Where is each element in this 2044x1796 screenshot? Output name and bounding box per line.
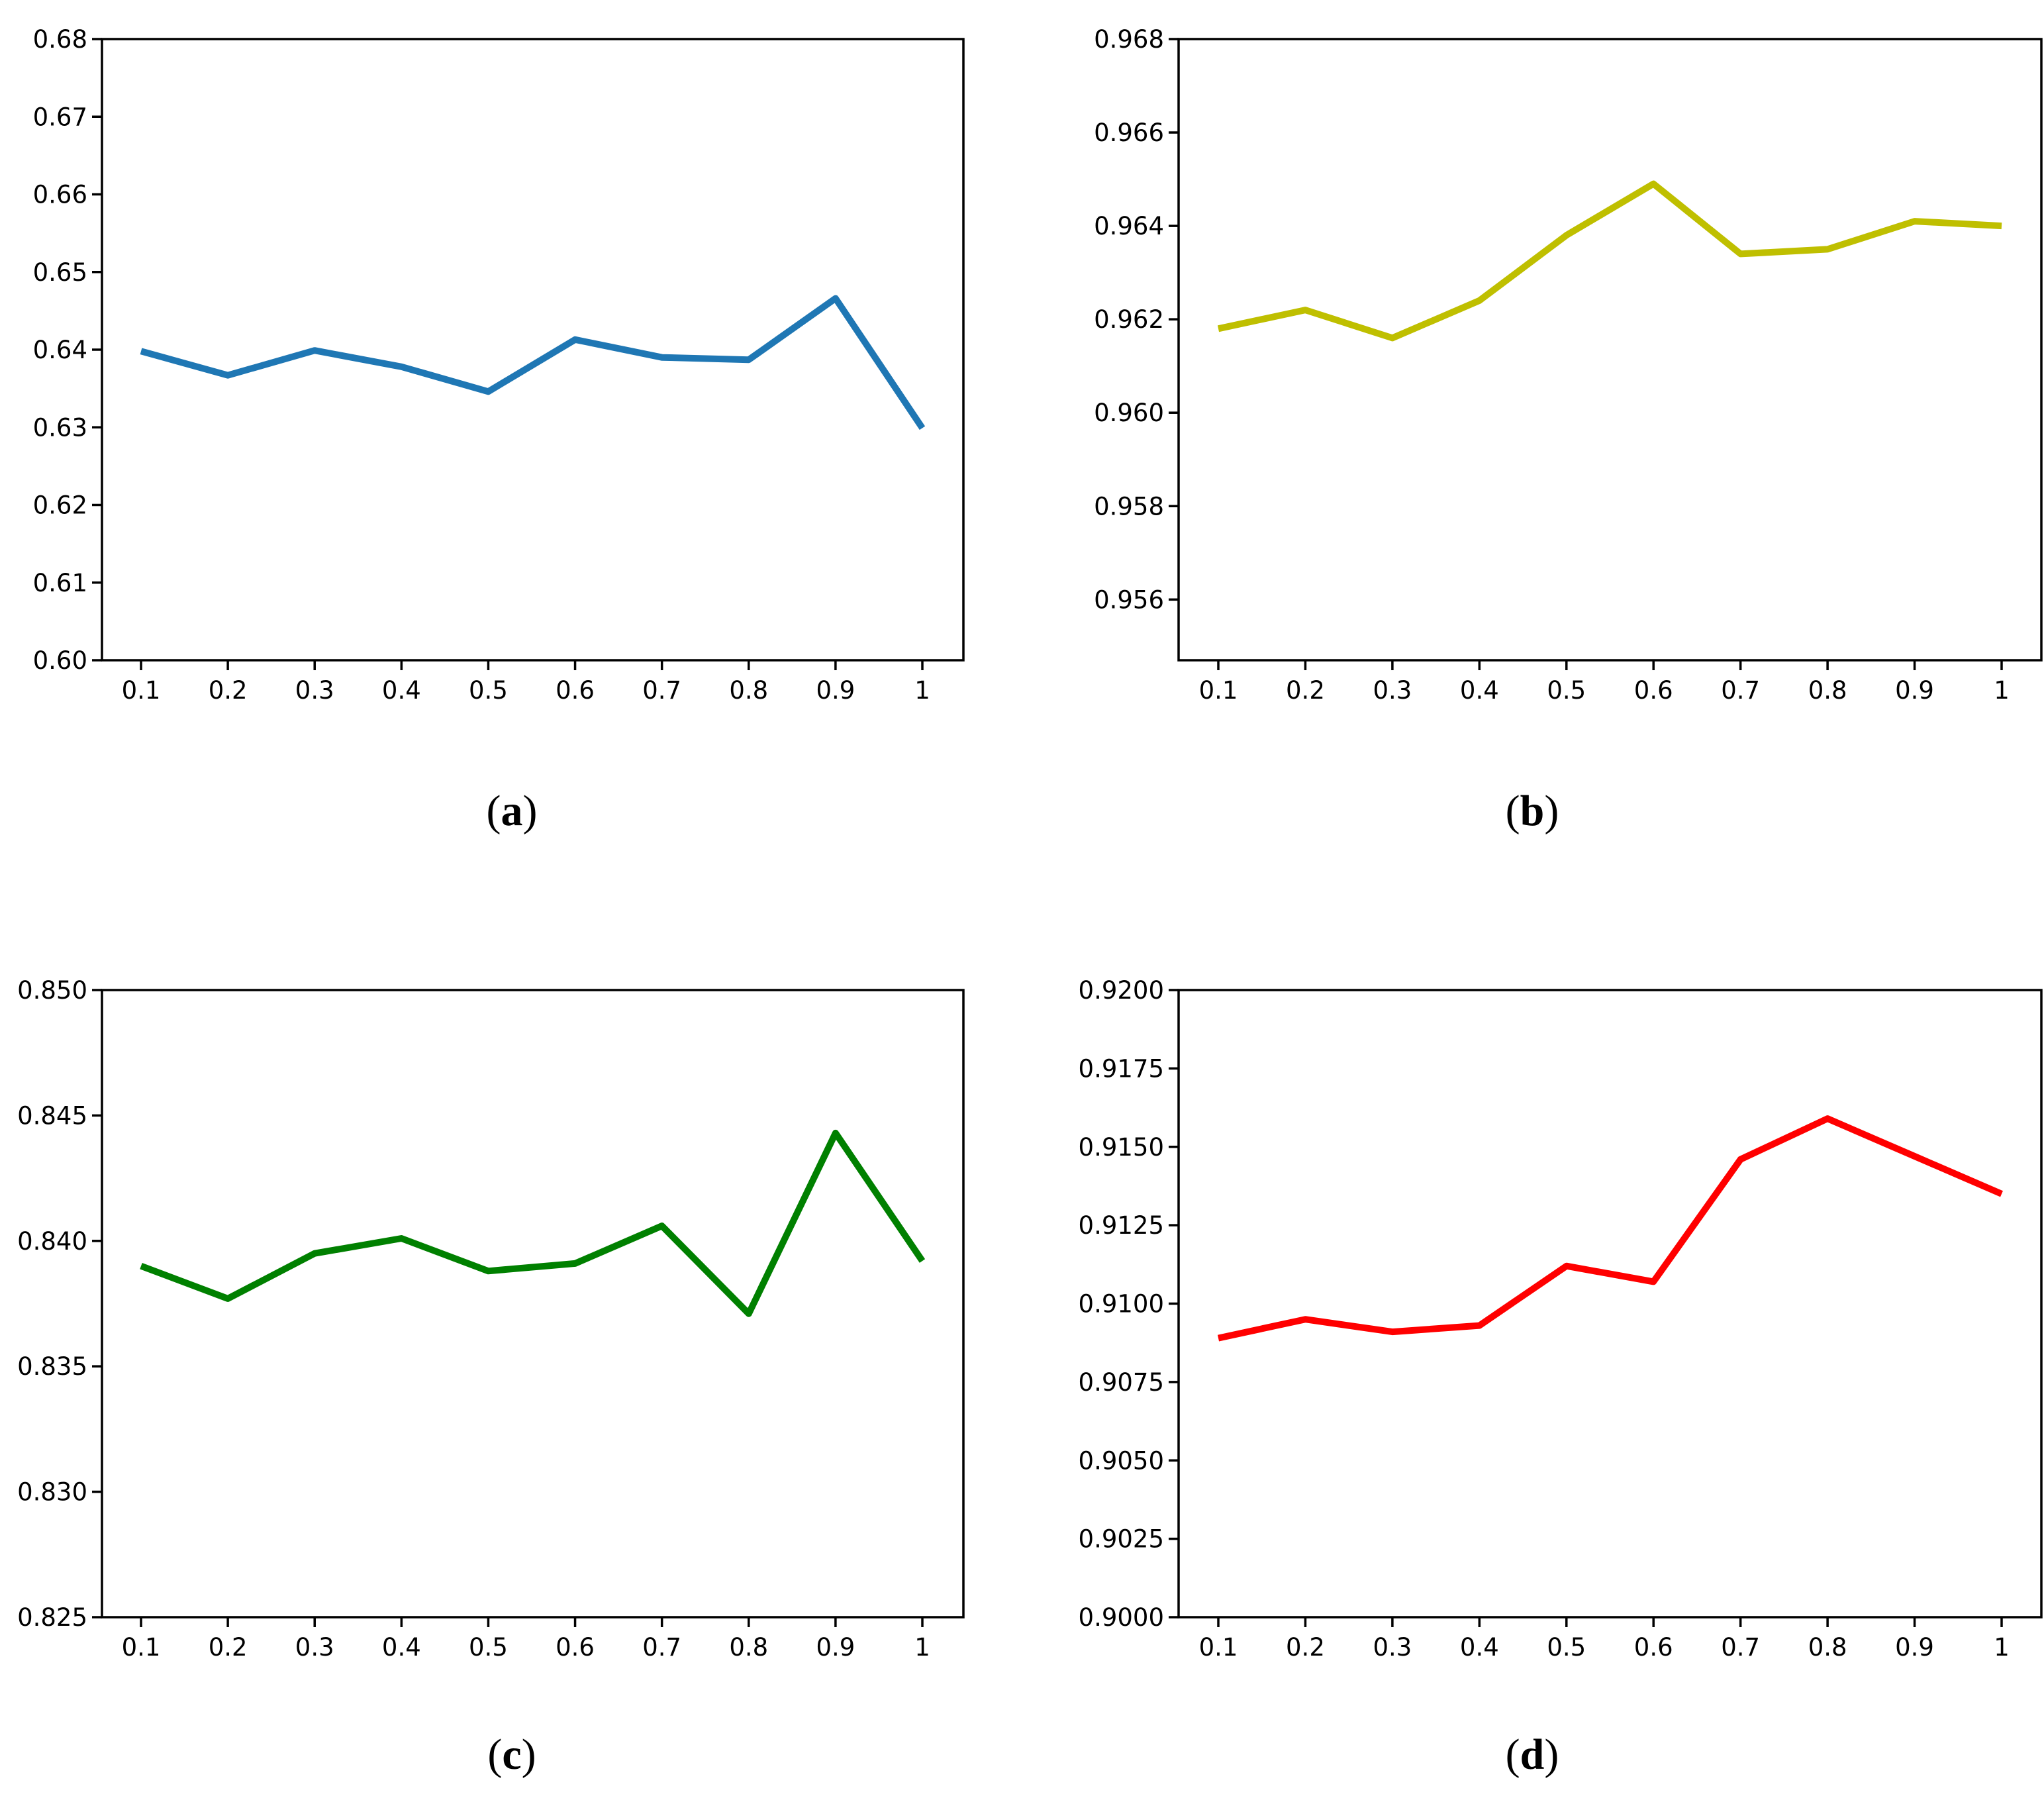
y-tick-label-d: 0.9100: [1079, 1290, 1164, 1319]
subfigure-caption-c: (c): [0, 1725, 1024, 1785]
plot-border-d: [1177, 989, 2043, 1619]
x-tick-label-a: 0.7: [642, 676, 681, 705]
caption-paren-open: (: [486, 787, 501, 835]
plot-border-c: [101, 989, 965, 1619]
y-tick-label-a: 0.62: [33, 491, 87, 520]
x-tick-label-b: 0.8: [1808, 676, 1847, 705]
y-tick-label-a: 0.61: [33, 569, 87, 597]
x-tick-label-d: 0.6: [1634, 1633, 1673, 1662]
subfigure-caption-b: (b): [1020, 781, 2044, 841]
x-tick-label-d: 0.8: [1808, 1633, 1847, 1662]
y-tick-label-a: 0.60: [33, 646, 87, 675]
y-tick-label-d: 0.9050: [1079, 1446, 1164, 1475]
caption-paren-close: ): [1544, 1730, 1559, 1779]
caption-paren-open: (: [1505, 1730, 1520, 1779]
x-tick-label-a: 0.3: [295, 676, 334, 705]
y-tick-label-d: 0.9125: [1079, 1211, 1164, 1240]
y-tick-label-c: 0.845: [17, 1101, 87, 1130]
y-tick-label-b: 0.966: [1094, 119, 1164, 147]
caption-letter: b: [1520, 787, 1545, 835]
y-tick-label-a: 0.64: [33, 336, 87, 364]
data-line-c: [140, 1129, 926, 1317]
x-tick-label-b: 0.5: [1547, 676, 1586, 705]
x-tick-label-b: 0.1: [1199, 676, 1238, 705]
y-tick-label-c: 0.840: [17, 1227, 87, 1256]
y-tick-label-a: 0.65: [33, 258, 87, 287]
y-tick-label-a: 0.63: [33, 413, 87, 442]
caption-letter-d: d: [1520, 1730, 1545, 1779]
x-tick-label-d: 0.9: [1895, 1633, 1934, 1662]
y-tick-label-c: 0.835: [17, 1352, 87, 1381]
y-tick-label-d: 0.9025: [1079, 1525, 1164, 1554]
plot-border-b: [1177, 38, 2043, 662]
y-tick-label-d: 0.9075: [1079, 1368, 1164, 1397]
x-tick-label-d: 0.5: [1547, 1633, 1586, 1662]
data-line-d: [1217, 1115, 2003, 1342]
x-tick-label-b: 0.2: [1286, 676, 1325, 705]
y-tick-label-d: 0.9175: [1079, 1054, 1164, 1083]
caption-paren-open: (: [487, 1730, 503, 1779]
x-tick-label-b: 0.6: [1634, 676, 1673, 705]
subfigure-caption-a: (a): [0, 781, 1024, 841]
caption-letter: c: [502, 1730, 522, 1779]
y-tick-label-c: 0.825: [17, 1603, 87, 1632]
y-tick-label-c: 0.830: [17, 1478, 87, 1507]
x-tick-label-a: 0.6: [556, 676, 595, 705]
y-tick-label-d: 0.9200: [1079, 976, 1164, 1005]
y-tick-label-b: 0.964: [1094, 212, 1164, 240]
x-tick-label-a: 0.1: [122, 676, 161, 705]
subfigure-caption-d: ()d): [1020, 1725, 2044, 1785]
x-tick-label-a: 0.5: [469, 676, 508, 705]
x-tick-label-c: 0.3: [295, 1633, 334, 1662]
data-line-a: [140, 295, 926, 430]
y-tick-label-a: 0.66: [33, 181, 87, 209]
x-tick-label-c: 0.7: [642, 1633, 681, 1662]
x-tick-label-a: 1: [914, 676, 930, 705]
x-tick-label-b: 0.9: [1895, 676, 1934, 705]
x-tick-label-a: 0.4: [382, 676, 421, 705]
x-tick-label-d: 0.1: [1199, 1633, 1238, 1662]
y-tick-label-b: 0.968: [1094, 25, 1164, 54]
y-tick-label-a: 0.67: [33, 103, 87, 131]
x-tick-label-c: 0.9: [816, 1633, 855, 1662]
x-tick-label-d: 1: [1994, 1633, 2010, 1662]
caption-paren-close: ): [522, 787, 538, 835]
caption-paren-open: (: [1505, 787, 1520, 835]
x-tick-label-a: 0.9: [816, 676, 855, 705]
x-tick-label-a: 0.2: [209, 676, 248, 705]
caption-letter: a: [501, 787, 523, 835]
y-tick-label-a: 0.68: [33, 25, 87, 54]
x-tick-label-c: 0.2: [209, 1633, 248, 1662]
y-tick-label-b: 0.958: [1094, 492, 1164, 521]
x-tick-label-d: 0.7: [1721, 1633, 1760, 1662]
x-tick-label-a: 0.8: [729, 676, 768, 705]
x-tick-label-d: 0.4: [1460, 1633, 1499, 1662]
y-tick-label-d: 0.9000: [1079, 1603, 1164, 1632]
x-tick-label-d: 0.3: [1373, 1633, 1412, 1662]
x-tick-label-c: 0.4: [382, 1633, 421, 1662]
y-tick-label-b: 0.960: [1094, 399, 1164, 427]
plot-border-a: [101, 38, 965, 662]
y-tick-label-b: 0.956: [1094, 585, 1164, 614]
data-line-b: [1217, 180, 2002, 342]
x-tick-label-b: 0.7: [1721, 676, 1760, 705]
caption-paren-close: ): [1544, 787, 1559, 835]
x-tick-label-c: 0.8: [729, 1633, 768, 1662]
x-tick-label-d: 0.2: [1286, 1633, 1325, 1662]
x-tick-label-b: 0.3: [1373, 676, 1412, 705]
x-tick-label-c: 0.6: [556, 1633, 595, 1662]
y-tick-label-b: 0.962: [1094, 305, 1164, 334]
caption-paren-close: ): [521, 1730, 536, 1779]
x-tick-label-c: 0.1: [122, 1633, 161, 1662]
y-tick-label-d: 0.9150: [1079, 1133, 1164, 1162]
x-tick-label-c: 0.5: [469, 1633, 508, 1662]
y-tick-label-c: 0.850: [17, 976, 87, 1005]
x-tick-label-b: 0.4: [1460, 676, 1499, 705]
x-tick-label-c: 1: [914, 1633, 930, 1662]
x-tick-label-b: 1: [1994, 676, 2010, 705]
